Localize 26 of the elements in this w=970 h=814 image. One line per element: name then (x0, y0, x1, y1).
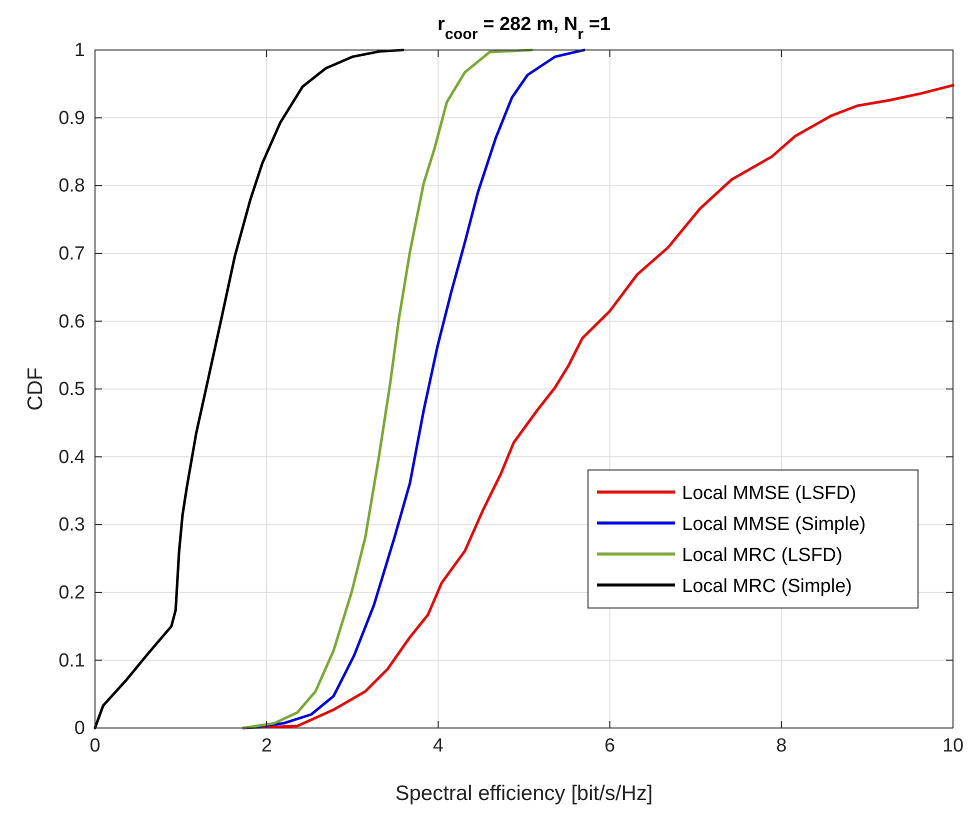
y-axis-title: CDF (24, 367, 47, 411)
x-tick-label: 2 (261, 735, 272, 756)
legend-label: Local MMSE (LSFD) (682, 483, 856, 504)
y-tick-label: 0.9 (58, 108, 85, 129)
x-tick-label: 8 (776, 735, 787, 756)
x-axis-title: Spectral efficiency [bit/s/Hz] (395, 782, 653, 805)
x-tick-label: 6 (604, 735, 616, 756)
line-series (242, 84, 954, 730)
legend-label: Local MRC (LSFD) (682, 545, 842, 566)
y-tick-label: 0.8 (58, 176, 85, 197)
y-tick-label: 0.2 (58, 582, 85, 604)
y-tick-label: 0.3 (58, 514, 85, 536)
x-tick-label: 4 (432, 735, 444, 756)
y-tick-label: 1 (74, 40, 85, 62)
y-tick-label: 0 (74, 718, 85, 740)
chart-title: r$_{coor}$ = 282 m, N$_{r}$ =1 (437, 14, 611, 42)
x-tick-label: 0 (90, 735, 100, 756)
line-series (242, 48, 534, 730)
legend-label: Local MRC (Simple) (682, 576, 852, 597)
y-tick-label: 0.5 (58, 379, 85, 400)
y-tick-label: 0.6 (58, 311, 85, 332)
y-tick-label: 0.4 (58, 446, 86, 468)
x-tick-label: 10 (942, 735, 964, 756)
y-tick-label: 0.1 (58, 650, 85, 672)
y-tick-label: 0.7 (58, 243, 85, 264)
legend-label: Local MMSE (Simple) (682, 514, 866, 535)
